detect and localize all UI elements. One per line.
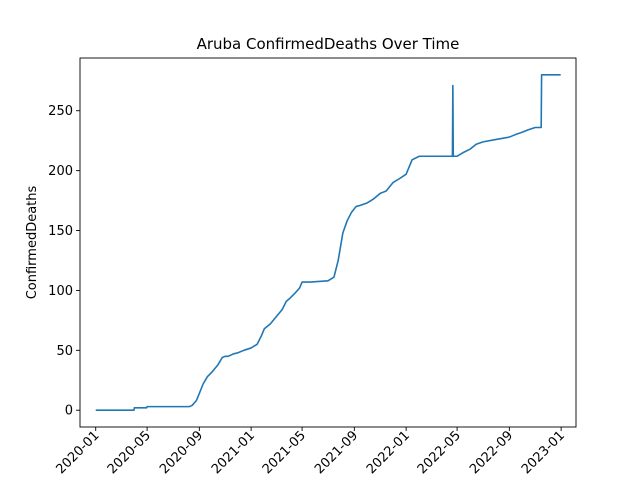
y-tick-label: 0 — [65, 404, 73, 419]
y-tick-label: 150 — [48, 224, 73, 239]
y-tick-label: 100 — [48, 284, 73, 299]
y-tick-label: 250 — [48, 104, 73, 119]
chart-title: Aruba ConfirmedDeaths Over Time — [197, 35, 460, 53]
plot-frame — [79, 57, 577, 428]
y-tick-label: 200 — [48, 164, 73, 179]
y-tick-label: 50 — [56, 344, 73, 359]
y-axis-label: ConfirmedDeaths — [25, 185, 40, 299]
series-line — [95, 73, 561, 412]
